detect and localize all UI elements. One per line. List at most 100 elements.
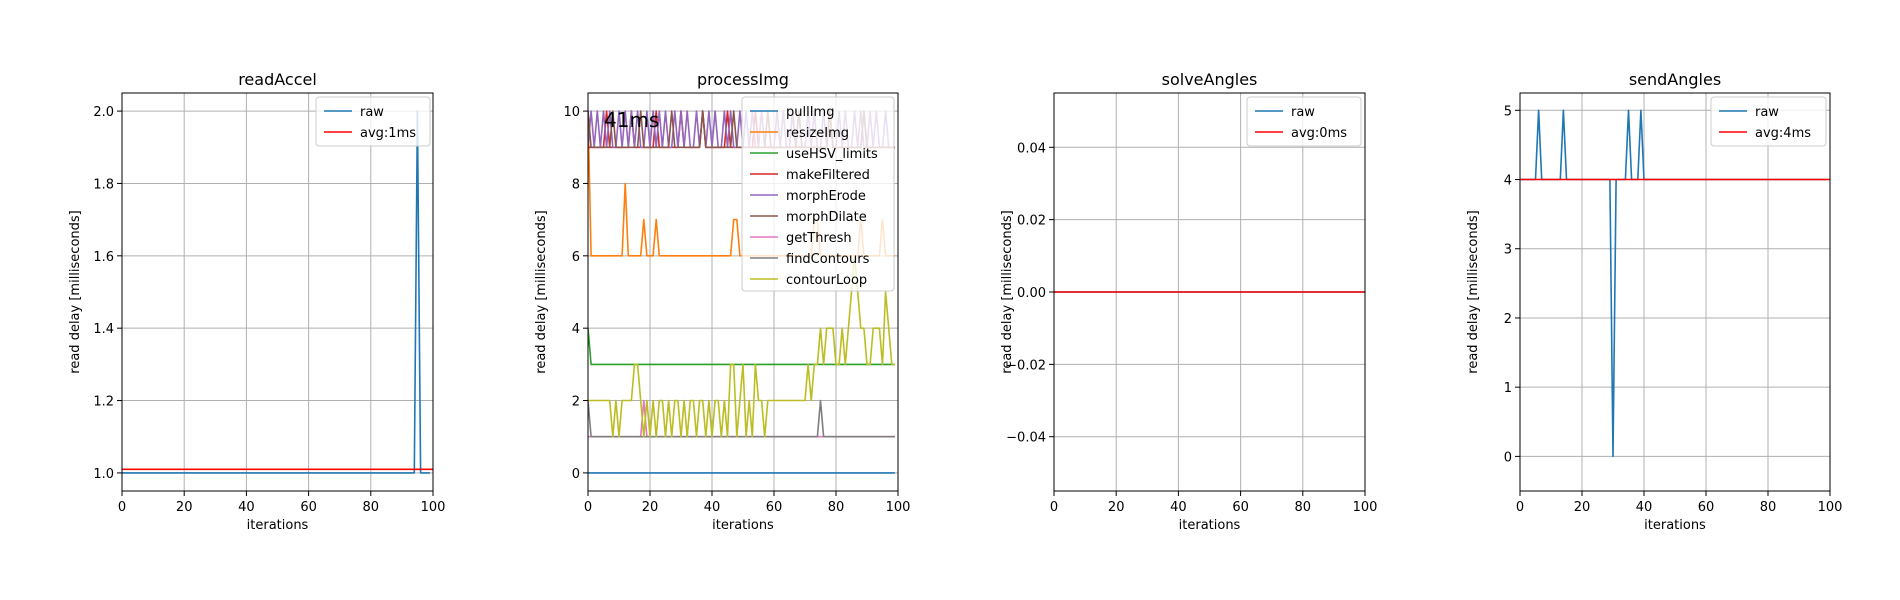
y-axis-label: read delay [milliseconds] xyxy=(68,210,83,373)
y-tick-label: 10 xyxy=(563,105,580,120)
y-tick-label: 1.2 xyxy=(93,395,114,410)
axes-frame xyxy=(1519,92,1831,492)
chart-panel-readAccel: readAccel 0 20 40 60 80 100 1.0 1.2 1.4 1.6 1.8 2.0 i… xyxy=(68,70,445,533)
y-tick-label: 2 xyxy=(572,395,580,410)
chart-title: solveAngles xyxy=(1162,70,1258,89)
x-tick-label: 80 xyxy=(1760,500,1777,515)
y-tick-label: 6 xyxy=(572,250,580,265)
legend-label: pullImg xyxy=(786,105,834,120)
y-tick-label: −0.04 xyxy=(1006,431,1046,446)
y-tick-label: 3 xyxy=(1504,243,1512,258)
y-tick-label: 1.6 xyxy=(93,250,114,265)
series-group xyxy=(122,110,433,474)
legend-label: findContours xyxy=(786,252,870,267)
x-tick-label: 0 xyxy=(1050,500,1058,515)
series-line-getThresh xyxy=(588,399,895,438)
x-tick-label: 20 xyxy=(1574,500,1591,515)
axes-frame xyxy=(587,92,899,492)
x-tick-label: 40 xyxy=(238,500,255,515)
legend-label: useHSV_limits xyxy=(786,147,878,162)
y-tick-label: 0.04 xyxy=(1017,141,1046,156)
legend-label: avg:0ms xyxy=(1291,126,1347,141)
x-tick-label: 40 xyxy=(1170,500,1187,515)
x-tick-label: 60 xyxy=(300,500,317,515)
y-tick-label: 1.0 xyxy=(93,467,114,482)
y-axis-label: read delay [milliseconds] xyxy=(534,210,549,373)
legend-box xyxy=(1246,96,1362,147)
chart-panel-solveAngles: solveAngles 0 20 40 60 80 100 −0.04 −0.02 0.00 0.0… xyxy=(1000,70,1377,533)
chart-title: sendAngles xyxy=(1629,70,1721,89)
x-tick-label: 100 xyxy=(1353,500,1378,515)
x-tick-label: 0 xyxy=(118,500,126,515)
legend-label: makeFiltered xyxy=(786,168,870,183)
x-tick-label: 100 xyxy=(886,500,911,515)
legend-box xyxy=(741,96,895,292)
legend-label: raw xyxy=(1755,105,1779,120)
x-tick-label: 0 xyxy=(1516,500,1524,515)
legend: raw avg:1ms xyxy=(315,96,431,147)
legend-label: avg:4ms xyxy=(1755,126,1811,141)
series-line-raw xyxy=(1520,109,1827,458)
legend-label: raw xyxy=(1291,105,1315,120)
legend-label: contourLoop xyxy=(786,273,867,288)
x-tick-label: 20 xyxy=(176,500,193,515)
y-tick-label: 0 xyxy=(572,467,580,482)
x-tick-label: 100 xyxy=(421,500,446,515)
x-tick-label: 60 xyxy=(766,500,783,515)
x-tick-label: 60 xyxy=(1698,500,1715,515)
axes-frame xyxy=(121,92,434,492)
series-line-findContours xyxy=(588,399,895,438)
y-tick-label: 4 xyxy=(1504,174,1512,189)
x-axis-label: iterations xyxy=(247,518,309,533)
legend: raw avg:0ms xyxy=(1246,96,1362,147)
legend-box xyxy=(315,96,431,147)
chart-title: processImg xyxy=(697,70,789,89)
series-group xyxy=(1520,109,1830,458)
x-tick-label: 100 xyxy=(1818,500,1843,515)
y-tick-label: 2 xyxy=(1504,312,1512,327)
chart-title: readAccel xyxy=(238,70,317,89)
legend-label: morphErode xyxy=(786,189,866,204)
legend: raw avg:4ms xyxy=(1710,96,1827,147)
legend-label: avg:1ms xyxy=(360,126,416,141)
y-axis-label: read delay [milliseconds] xyxy=(1466,210,1481,373)
legend-label: raw xyxy=(360,105,384,120)
y-tick-label: 5 xyxy=(1504,104,1512,119)
x-tick-label: 20 xyxy=(642,500,659,515)
x-axis-label: iterations xyxy=(1179,518,1241,533)
chart-annotation: 41ms xyxy=(604,108,659,132)
chart-panel-sendAngles: sendAngles 0 20 40 60 80 100 0 1 2 3 4 5 iterations re… xyxy=(1466,70,1842,533)
y-tick-label: 0 xyxy=(1504,450,1512,465)
x-axis-label: iterations xyxy=(712,518,774,533)
y-tick-label: 0.02 xyxy=(1017,214,1046,229)
x-tick-label: 0 xyxy=(584,500,592,515)
x-tick-label: 80 xyxy=(363,500,380,515)
x-tick-label: 80 xyxy=(828,500,845,515)
legend: pullImg resizeImg useHSV_limits makeFiltere… xyxy=(741,96,895,292)
legend-label: morphDilate xyxy=(786,210,867,225)
legend-label: getThresh xyxy=(786,231,852,246)
y-tick-label: 8 xyxy=(572,177,580,192)
y-tick-label: 1.4 xyxy=(93,322,114,337)
x-tick-label: 20 xyxy=(1108,500,1125,515)
y-tick-label: 2.0 xyxy=(93,105,114,120)
series-line-raw xyxy=(122,110,430,474)
x-axis-label: iterations xyxy=(1644,518,1706,533)
y-tick-label: −0.02 xyxy=(1006,358,1046,373)
y-tick-label: 0.00 xyxy=(1017,286,1046,301)
axes-frame xyxy=(1053,92,1366,492)
y-tick-label: 4 xyxy=(572,322,580,337)
y-tick-label: 1.8 xyxy=(93,177,114,192)
legend-label: resizeImg xyxy=(786,126,849,141)
x-tick-label: 40 xyxy=(704,500,721,515)
series-line-contourLoop xyxy=(588,255,895,438)
x-tick-label: 60 xyxy=(1232,500,1249,515)
chart-panel-processImg: processImg 0 20 40 60 80 100 0 2 4 6 8 10 41ms iterati… xyxy=(534,70,910,533)
x-tick-label: 80 xyxy=(1295,500,1312,515)
y-tick-label: 1 xyxy=(1504,381,1512,396)
y-axis-label: read delay [milliseconds] xyxy=(1000,210,1015,373)
x-tick-label: 40 xyxy=(1636,500,1653,515)
series-line-useHSV_limits xyxy=(588,328,895,366)
legend-box xyxy=(1710,96,1827,147)
